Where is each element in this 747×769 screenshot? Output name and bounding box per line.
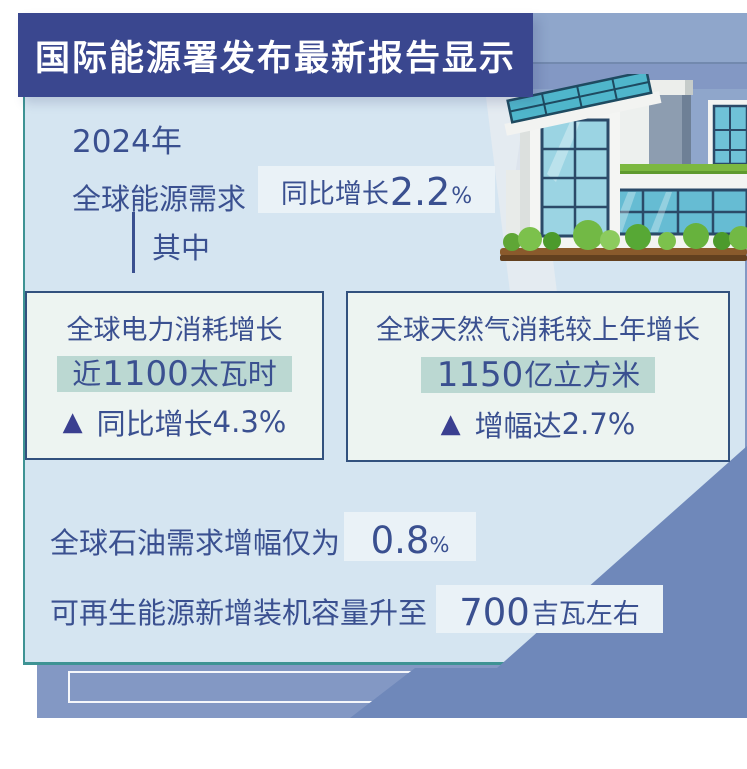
growth-value-box: 同比增长 2.2 %	[258, 166, 495, 213]
renewables-value-box: 700 吉瓦左右	[436, 585, 663, 633]
subject-label: 全球能源需求	[72, 182, 247, 216]
eco-building-illustration	[500, 74, 747, 261]
oil-unit: %	[429, 533, 450, 557]
stat-box-natural-gas: 全球天然气消耗较上年增长 1150 亿立方米 ▲ 增幅达 2.7 %	[346, 291, 730, 462]
stat-highlight: 1150 亿立方米	[420, 354, 656, 395]
up-triangle-icon: ▲	[62, 407, 83, 438]
stat-delta: ▲ 增幅达 2.7 %	[441, 403, 636, 445]
delta-value: 4.3	[212, 405, 259, 440]
banner-title: 国际能源署发布最新报告显示	[34, 38, 516, 79]
delta-unit: %	[607, 406, 636, 441]
highlight-prefix: 近	[72, 356, 102, 391]
stat-box-electricity: 全球电力消耗增长 近 1100 太瓦时 ▲ 同比增长 4.3 %	[25, 291, 324, 460]
right-glass-tower	[708, 100, 747, 166]
highlight-value: 1100	[102, 353, 189, 394]
renewables-unit: 吉瓦左右	[531, 599, 640, 630]
oil-row-label: 全球石油需求增幅仅为	[50, 526, 341, 560]
oil-value: 0.8	[370, 518, 430, 562]
oil-value-box: 0.8 %	[344, 512, 476, 561]
renewables-row-label: 可再生能源新增装机容量升至	[50, 596, 428, 630]
bottom-band-outline	[68, 671, 592, 703]
connector-line	[132, 212, 135, 273]
delta-label: 同比增长	[96, 407, 213, 442]
renewables-value: 700	[459, 590, 530, 634]
stat-title: 全球电力消耗增长	[66, 314, 283, 346]
bushes	[503, 220, 747, 251]
connector-label: 其中	[152, 231, 211, 265]
delta-value: 2.7	[561, 406, 608, 441]
up-triangle-icon: ▲	[440, 408, 461, 439]
growth-unit: %	[451, 184, 473, 209]
growth-value: 2.2	[389, 169, 451, 214]
highlight-value: 1150	[436, 354, 524, 395]
year-label: 2024年	[72, 124, 182, 160]
highlight-unit: 太瓦时	[189, 356, 277, 391]
delta-label: 增幅达	[474, 408, 562, 443]
stat-title: 全球天然气消耗较上年增长	[376, 315, 700, 347]
title-banner: 国际能源署发布最新报告显示	[18, 13, 533, 97]
growth-label: 同比增长	[280, 179, 389, 210]
highlight-unit: 亿立方米	[524, 357, 641, 392]
stat-delta: ▲ 同比增长 4.3 %	[63, 401, 287, 443]
delta-unit: %	[258, 405, 287, 440]
stat-highlight: 近 1100 太瓦时	[57, 353, 292, 394]
solar-panel-roof	[504, 74, 662, 136]
ground	[500, 248, 747, 261]
green-roof	[596, 164, 747, 171]
left-tower	[506, 108, 620, 248]
